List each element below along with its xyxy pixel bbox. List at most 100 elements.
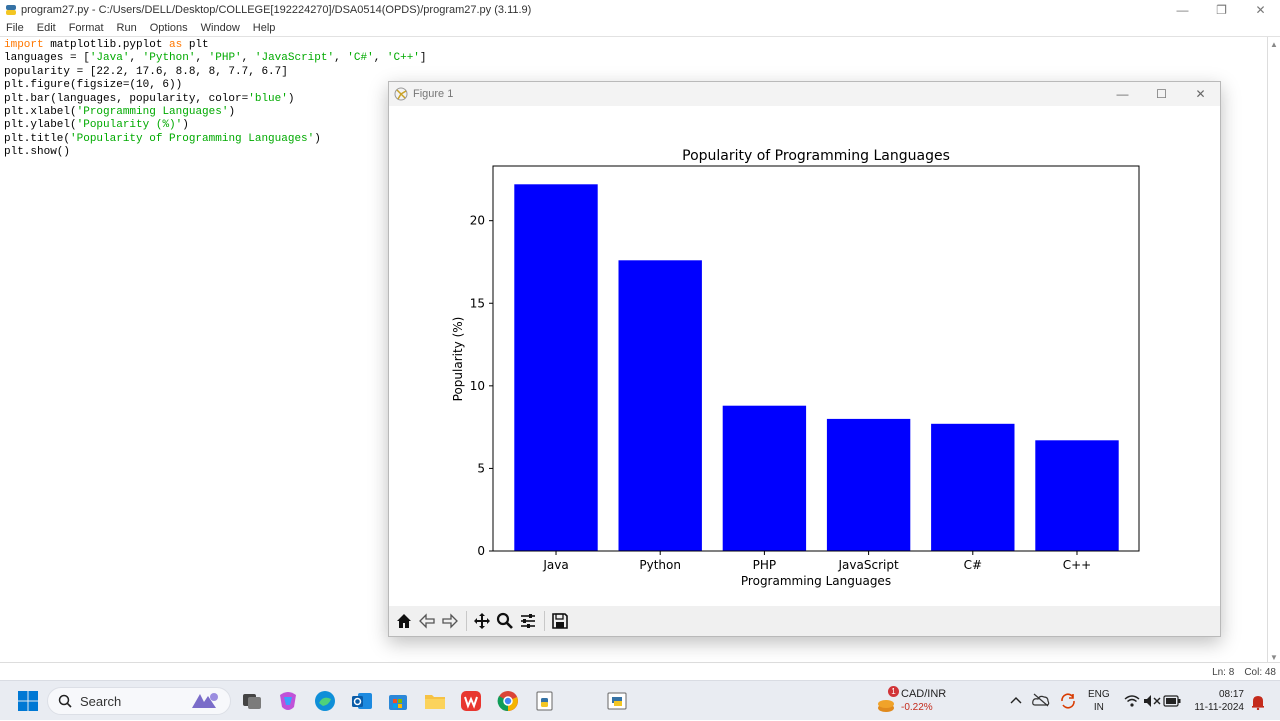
currency-widget[interactable]: 1 CAD/INR -0.22% — [876, 686, 966, 716]
store-icon[interactable] — [386, 689, 410, 713]
menu-file[interactable]: File — [6, 22, 24, 34]
figure-maximize-button[interactable]: ☐ — [1156, 87, 1167, 101]
minimize-button[interactable]: — — [1176, 3, 1189, 17]
code-line-3: popularity = [22.2, 17.6, 8.8, 8, 7.7, 6… — [4, 65, 288, 78]
status-column: Col: 48 — [1244, 667, 1276, 678]
code-line-7: plt.ylabel('Popularity (%)') — [4, 119, 427, 132]
x-tick-label: C++ — [1063, 558, 1092, 572]
axes-frame — [492, 165, 1140, 552]
menu-options[interactable]: Options — [149, 22, 188, 34]
y-tick-label: 10 — [470, 379, 485, 393]
taskbar-search[interactable]: Search — [47, 687, 231, 715]
scroll-up-icon[interactable]: ▲ — [1270, 40, 1278, 49]
code-token: ) — [314, 132, 321, 145]
chevron-up-icon[interactable] — [1010, 695, 1022, 705]
language-indicator[interactable]: ENG IN — [1088, 688, 1110, 714]
matplotlib-icon — [394, 87, 408, 101]
status-line: Ln: 8 — [1212, 667, 1235, 678]
edge-icon[interactable] — [313, 689, 337, 713]
bar-java — [514, 184, 598, 552]
idle-title-bar: program27.py - C:/Users/DELL/Desktop/COL… — [0, 0, 1280, 20]
code-token: languages = [ — [4, 52, 90, 65]
code-token: ) — [287, 92, 295, 105]
wifi-icon[interactable] — [1124, 694, 1140, 708]
code-editor[interactable]: import matplotlib.pyplot as plt languages… — [0, 37, 1268, 662]
code-string: 'Popularity (%)' — [76, 119, 183, 132]
figure-title-bar: Figure 1 — ☐ ✕ — [389, 82, 1220, 106]
chrome-icon[interactable] — [496, 689, 520, 713]
bar-chart: Popularity of Programming Languages 0 5 10… — [451, 148, 1140, 588]
status-bar: Ln: 8 Col: 48 — [0, 662, 1280, 680]
code-token: plt.title( — [4, 132, 71, 145]
menu-run[interactable]: Run — [116, 22, 137, 34]
code-line-8: plt.title('Popularity of Programming Lan… — [4, 133, 427, 146]
code-string: 'Java' — [89, 52, 130, 65]
code-line-2: languages = ['Java', 'Python', 'PHP', 'J… — [4, 52, 427, 65]
x-tick-label: PHP — [753, 558, 777, 572]
code-string: 'Popularity of Programming Languages' — [70, 132, 315, 145]
figure-toolbar — [389, 606, 1220, 636]
code-string: 'blue' — [248, 92, 288, 105]
search-icon — [58, 694, 72, 708]
code-token: ) — [182, 119, 189, 132]
code-string: 'C#' — [347, 52, 374, 65]
maximize-button[interactable]: ❐ — [1216, 3, 1227, 17]
scroll-down-icon[interactable]: ▼ — [1270, 653, 1278, 662]
window-title: program27.py - C:/Users/DELL/Desktop/COL… — [21, 4, 532, 16]
taskbar: Search 1 CAD/INR -0.22% ENG IN 08:17 11-… — [0, 680, 1280, 720]
toolbar-separator — [466, 611, 467, 631]
zoom-icon[interactable] — [494, 610, 516, 632]
bar-php — [722, 405, 807, 551]
code-token: as — [169, 39, 183, 51]
battery-icon[interactable] — [1163, 695, 1181, 707]
python-idle-icon[interactable] — [533, 689, 557, 713]
figure-title: Figure 1 — [413, 88, 454, 100]
close-button[interactable]: ✕ — [1255, 3, 1266, 17]
python-icon — [6, 5, 16, 15]
menu-format[interactable]: Format — [68, 22, 104, 34]
menu-window[interactable]: Window — [200, 22, 240, 34]
task-view-icon[interactable] — [240, 689, 264, 713]
pan-icon[interactable] — [471, 610, 493, 632]
file-explorer-icon[interactable] — [423, 689, 447, 713]
home-icon[interactable] — [393, 610, 415, 632]
code-text[interactable]: import matplotlib.pyplot as plt languages… — [4, 39, 427, 160]
code-string: 'Programming Languages' — [76, 106, 229, 119]
onedrive-icon[interactable] — [1032, 693, 1050, 707]
bar-c- — [1035, 440, 1119, 551]
menu-help[interactable]: Help — [252, 22, 276, 34]
clock-time: 08:17 — [1218, 689, 1244, 700]
code-line-1: import matplotlib.pyplot as plt — [4, 39, 427, 52]
python-figure-icon[interactable] — [605, 689, 629, 713]
save-icon[interactable] — [549, 610, 571, 632]
x-tick-label: Java — [542, 558, 568, 572]
volume-muted-icon[interactable] — [1143, 694, 1161, 708]
figure-close-button[interactable]: ✕ — [1195, 87, 1206, 101]
update-icon[interactable] — [1059, 692, 1077, 710]
notification-badge: 1 — [888, 686, 899, 697]
x-tick-label: JavaScript — [838, 558, 899, 572]
forward-icon[interactable] — [439, 610, 461, 632]
code-string: 'Python' — [142, 52, 196, 65]
wps-office-icon[interactable] — [459, 689, 483, 713]
vertical-scrollbar[interactable]: ▲ ▼ — [1268, 37, 1280, 662]
toolbar-separator — [544, 611, 545, 631]
clock[interactable]: 08:17 11-11-2024 — [1186, 688, 1244, 714]
y-tick-label: 5 — [477, 461, 485, 475]
y-tick-label: 20 — [470, 214, 485, 228]
plot-canvas[interactable]: Popularity of Programming Languages 0 5 10… — [389, 106, 1220, 606]
language-code: ENG — [1088, 689, 1110, 700]
copilot-icon[interactable] — [276, 689, 300, 713]
menu-edit[interactable]: Edit — [36, 22, 56, 34]
notification-bell-icon[interactable] — [1251, 694, 1265, 710]
configure-icon[interactable] — [517, 610, 539, 632]
back-icon[interactable] — [416, 610, 438, 632]
x-tick-label: C# — [964, 558, 982, 572]
region-code: IN — [1093, 702, 1104, 713]
figure-minimize-button[interactable]: — — [1116, 87, 1129, 101]
search-label: Search — [80, 693, 122, 709]
bar-python — [618, 260, 702, 551]
y-tick-label: 0 — [477, 544, 485, 558]
outlook-icon[interactable] — [350, 689, 374, 713]
windows-start-icon[interactable] — [16, 689, 40, 713]
